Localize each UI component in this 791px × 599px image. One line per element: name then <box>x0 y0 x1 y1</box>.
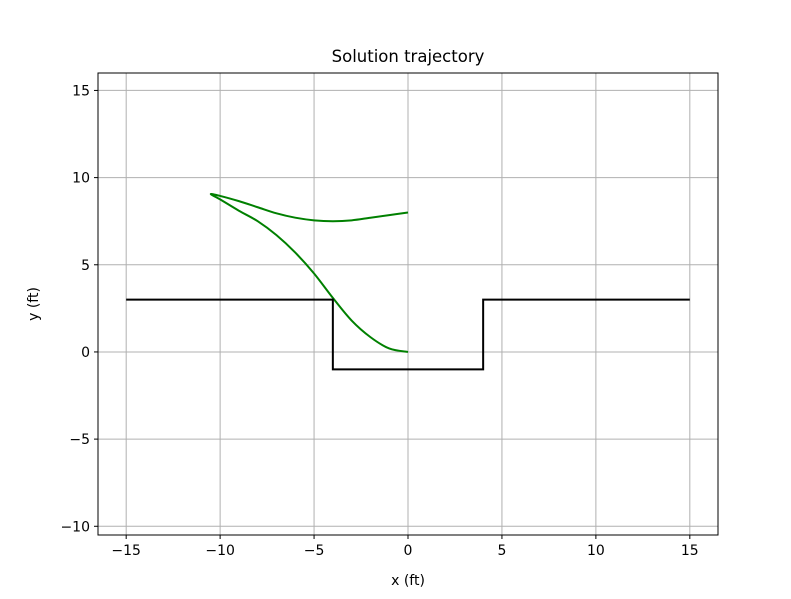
y-tick-label: −10 <box>60 519 90 535</box>
y-tick-label: 0 <box>81 345 90 361</box>
trajectory-line <box>209 193 409 353</box>
x-tick-label: 0 <box>404 543 413 559</box>
x-tick-label: −5 <box>304 543 325 559</box>
x-tick-label: −10 <box>205 543 235 559</box>
y-tick-label: 10 <box>72 171 90 187</box>
ticks: −15 −10 −5 0 5 10 15 −10 −5 0 5 10 15 <box>60 83 698 559</box>
x-axis-label: x (ft) <box>391 573 425 589</box>
x-tick-label: 15 <box>681 543 699 559</box>
terrain-line <box>126 298 690 371</box>
chart-title: Solution trajectory <box>332 47 485 66</box>
series-layer <box>126 193 690 371</box>
y-tick-label: 15 <box>72 83 90 99</box>
x-tick-label: 10 <box>587 543 605 559</box>
y-axis-label: y (ft) <box>26 287 42 321</box>
y-tick-label: 5 <box>81 258 90 274</box>
grid <box>98 73 718 535</box>
x-tick-label: 5 <box>497 543 506 559</box>
y-tick-label: −5 <box>69 432 90 448</box>
x-tick-label: −15 <box>111 543 141 559</box>
